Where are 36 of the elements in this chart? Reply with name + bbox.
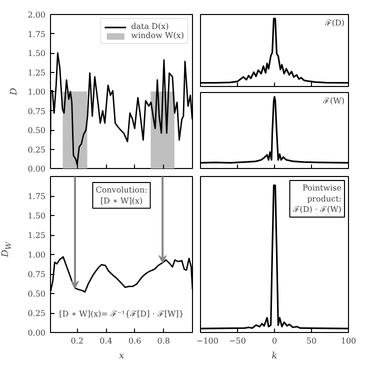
y-tick-label: 0.25 (28, 145, 46, 154)
x-tick-label: 0.6 (128, 336, 142, 346)
y-tick-label: 0.00 (28, 164, 46, 174)
y-tick-label: 0.75 (28, 106, 46, 116)
annotation: Convolution: [D ∗ W](x) (96, 186, 148, 206)
x-tick-label: 0.4 (100, 336, 112, 346)
annotation: Pointwise product: ℱ(D) · ℱ(W) (292, 184, 342, 214)
y-tick-label: 1.00 (28, 250, 46, 260)
y-tick-label: 0.25 (28, 309, 46, 318)
x-axis-title: x (118, 352, 124, 362)
y-tick-label: 1.75 (28, 30, 46, 39)
y-tick-label: 1.50 (28, 49, 46, 58)
x-tick-label: 0.2 (70, 336, 84, 346)
x-axis-title: k (272, 352, 278, 362)
x-tick-label: 100 (340, 336, 356, 346)
legend-label: data D(x) (131, 22, 169, 31)
y-tick-label: 1.75 (28, 192, 46, 201)
x-tick-label: 0 (272, 336, 278, 346)
x-tick-label: 50 (306, 336, 317, 346)
y-tick-label: 1.25 (28, 68, 46, 78)
y-tick-label: 1.00 (28, 88, 46, 96)
y-tick-label: 0.50 (28, 126, 46, 135)
annotation: ℱ(D) (324, 18, 344, 28)
annotation: [D ∗ W](x)= ℱ⁻¹{ℱ[D] · ℱ[W]} (59, 310, 184, 318)
y-axis-title: D (10, 88, 20, 96)
legend-label: window W(x) (131, 31, 184, 40)
x-tick-label: −50 (229, 336, 246, 346)
y-tick-label: 1.25 (28, 231, 46, 240)
y-tick-label: 2.00 (28, 10, 46, 20)
y-tick-label: 0.75 (28, 270, 46, 279)
y-tick-label: 0.00 (28, 328, 46, 338)
y-tick-label: 0.50 (28, 290, 46, 298)
y-tick-label: 1.50 (28, 212, 46, 220)
x-tick-label: 0.8 (157, 336, 170, 346)
x-tick-label: −100 (196, 336, 218, 346)
annotation: ℱ(W) (322, 96, 345, 106)
